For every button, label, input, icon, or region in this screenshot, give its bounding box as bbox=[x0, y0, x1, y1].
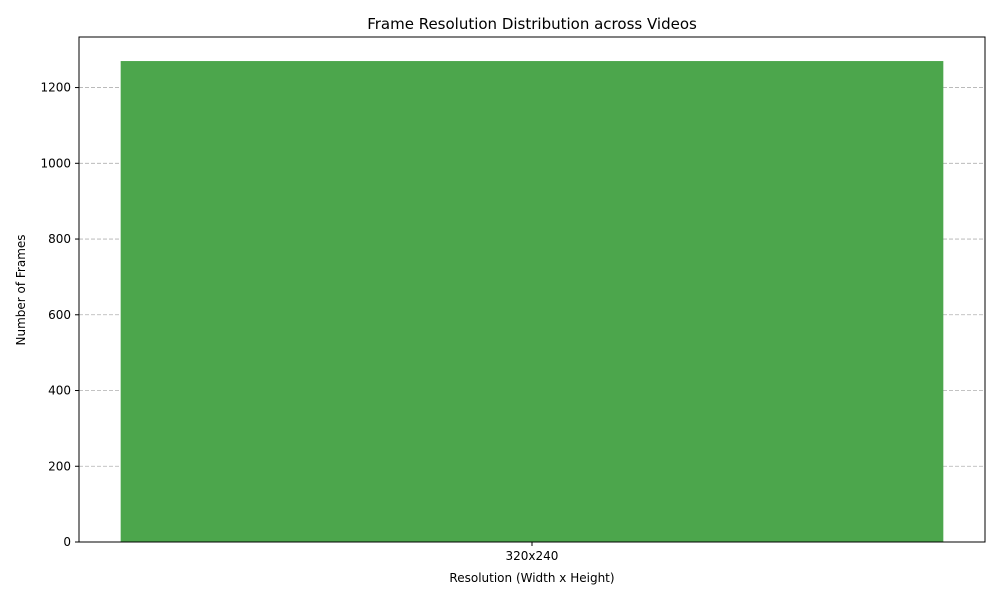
y-tick-label-1: 200 bbox=[48, 459, 71, 473]
y-tick-label-4: 800 bbox=[48, 232, 71, 246]
bar-320x240 bbox=[120, 61, 944, 543]
x-tick-label-0: 320x240 bbox=[506, 549, 559, 563]
y-tick-label-6: 1200 bbox=[40, 81, 71, 95]
y-axis-label: Number of Frames bbox=[14, 234, 28, 345]
y-tick-label-0: 0 bbox=[63, 535, 71, 549]
y-tick-label-3: 600 bbox=[48, 308, 71, 322]
y-axis-ticks: 0 200 400 600 800 1000 1200 bbox=[40, 81, 79, 549]
y-tick-label-5: 1000 bbox=[40, 156, 71, 170]
y-tick-label-2: 400 bbox=[48, 384, 71, 398]
bars bbox=[120, 61, 944, 543]
chart-title: Frame Resolution Distribution across Vid… bbox=[367, 15, 697, 33]
x-axis-label: Resolution (Width x Height) bbox=[449, 571, 614, 585]
x-axis-ticks: 320x240 bbox=[506, 542, 559, 563]
